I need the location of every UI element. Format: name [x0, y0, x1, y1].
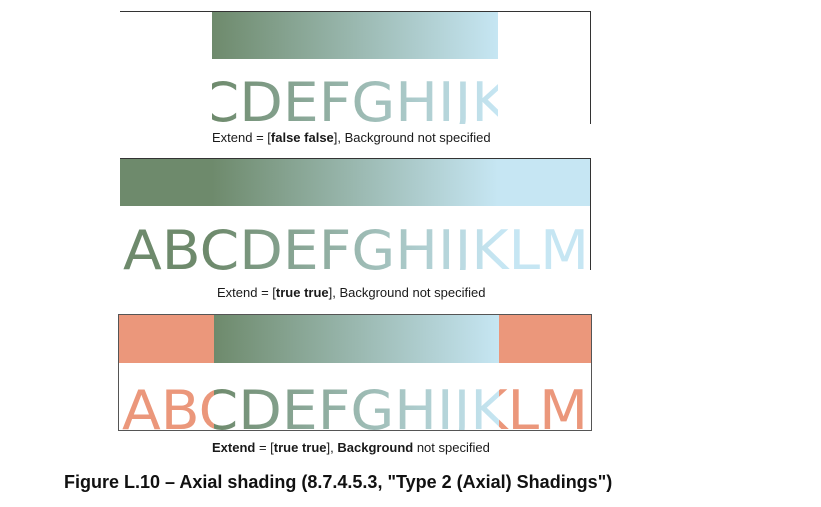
caption-text: Extend = [ [212, 130, 271, 145]
caption-extend-label: Extend [212, 440, 256, 455]
caption-extend-value: true true [275, 285, 329, 300]
shaded-letters: ABCDEFGHIJKLM [123, 71, 589, 124]
shading-illustration-background: ABCDEFGHIJKLM ABCDEFGHIJKLM ABCDEFGHIJKL… [119, 315, 591, 431]
caption-text: not specified [413, 440, 490, 455]
gradient-bar [212, 12, 498, 59]
caption-text: = [ [255, 440, 274, 455]
shaded-letters: ABCDEFGHIJKLM [122, 379, 588, 431]
caption-text: ], Background not specified [328, 285, 486, 300]
shading-panel-extend-true: ABCDEFGHIJKLM [120, 158, 591, 270]
caption-text: ], Background not specified [333, 130, 491, 145]
caption-background-label: Background [337, 440, 414, 455]
shading-panel-extend-background: ABCDEFGHIJKLM ABCDEFGHIJKLM ABCDEFGHIJKL… [118, 314, 592, 431]
background-fill-right [499, 315, 591, 363]
shading-panel-extend-false: ABCDEFGHIJKLM [120, 11, 591, 124]
gradient-bar [120, 159, 590, 206]
figure-caption: Figure L.10 – Axial shading (8.7.4.5.3, … [64, 472, 613, 492]
shading-illustration-extend-false: ABCDEFGHIJKLM [123, 12, 589, 124]
caption-extend-value: true true [273, 440, 327, 455]
panel-caption-extend-true: Extend = [true true], Background not spe… [217, 285, 485, 300]
caption-extend-value: false false [270, 130, 334, 145]
shading-illustration-extend-true: ABCDEFGHIJKLM [120, 159, 590, 270]
panel-caption-background: Extend = [true true], Background not spe… [212, 440, 490, 455]
background-fill-left [119, 315, 214, 363]
gradient-bar [214, 315, 499, 363]
caption-text: ], [326, 440, 338, 455]
caption-text: Extend = [ [217, 285, 276, 300]
panel-caption-extend-false: Extend = [false false], Background not s… [212, 130, 491, 145]
background-letters-right: ABCDEFGHIJKLM [122, 379, 588, 431]
background-letters-left: ABCDEFGHIJKLM [122, 379, 588, 431]
shaded-letters: ABCDEFGHIJKLM [123, 219, 589, 270]
